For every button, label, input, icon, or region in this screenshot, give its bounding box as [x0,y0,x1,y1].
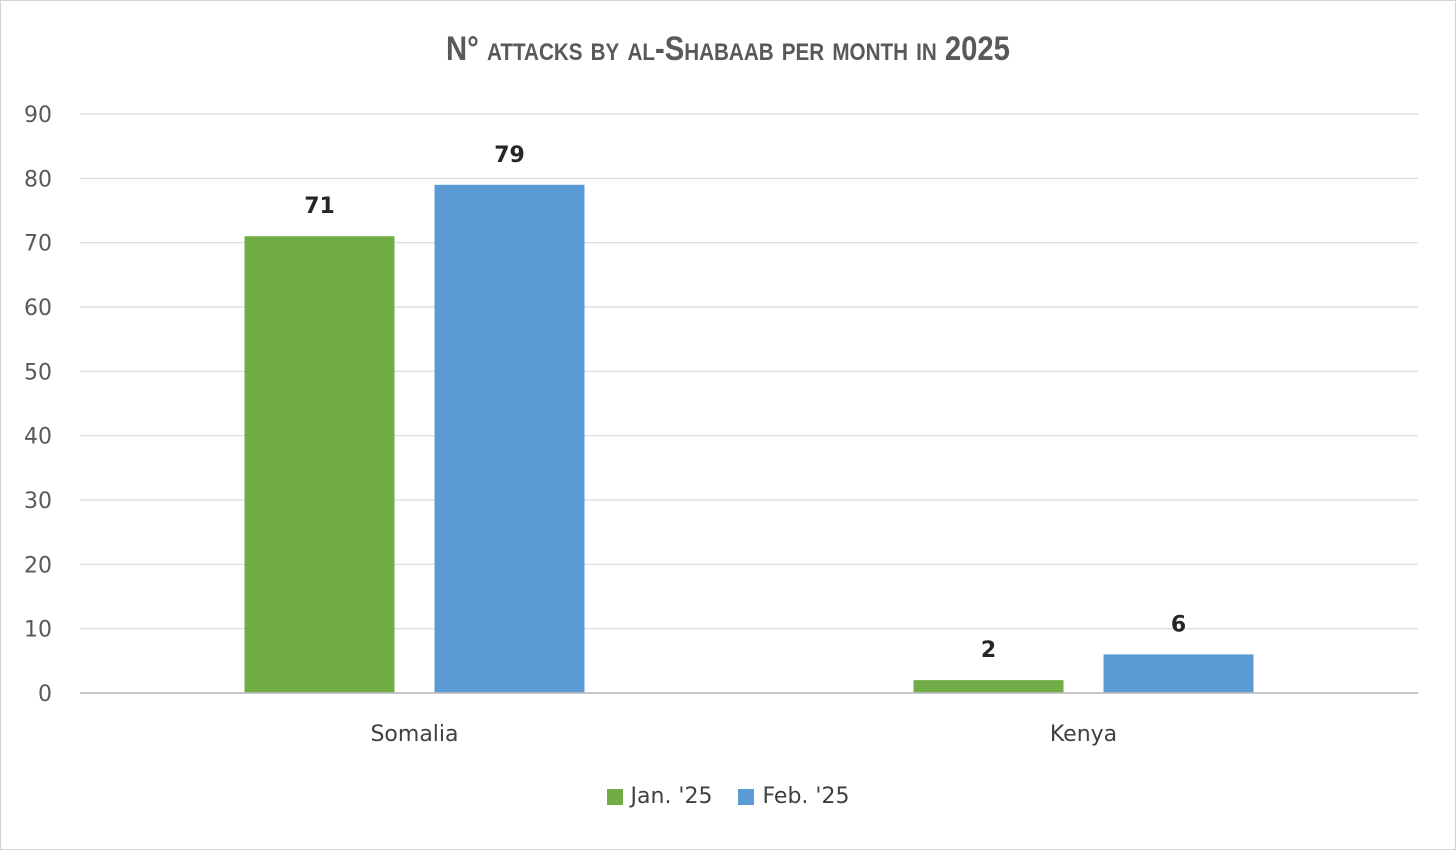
chart-legend: Jan. '25 Feb. '25 [0,784,1456,809]
y-tick-label-10: 10 [24,618,52,643]
data-label-somalia-series-1: 79 [494,143,525,168]
legend-label-jan: Jan. '25 [630,784,713,809]
y-tick-label-40: 40 [24,425,52,450]
legend-item-feb: Feb. '25 [738,784,849,809]
legend-label-feb: Feb. '25 [762,784,850,809]
y-tick-label-90: 90 [24,103,52,128]
legend-swatch-feb [738,788,755,805]
x-tick-label-kenya: Kenya [1050,722,1117,747]
bar-kenya-series-0 [913,680,1064,693]
chart-title: N° attacks by al-Shabaab per month in 20… [446,30,1010,68]
y-tick-label-0: 0 [38,682,52,707]
data-label-somalia-series-0: 71 [304,194,335,219]
y-tick-label-80: 80 [24,167,52,192]
bar-somalia-series-0 [244,236,395,693]
y-tick-label-20: 20 [24,553,52,578]
bar-kenya-series-1 [1103,654,1254,693]
y-tick-label-70: 70 [24,232,52,257]
y-tick-label-60: 60 [24,296,52,321]
bar-somalia-series-1 [434,184,585,693]
data-label-kenya-series-1: 6 [1171,612,1186,637]
y-tick-label-30: 30 [24,489,52,514]
y-tick-label-50: 50 [24,360,52,385]
legend-item-jan: Jan. '25 [606,784,713,809]
legend-swatch-jan [606,788,623,805]
x-tick-label-somalia: Somalia [370,722,458,747]
data-label-kenya-series-0: 2 [981,638,996,663]
